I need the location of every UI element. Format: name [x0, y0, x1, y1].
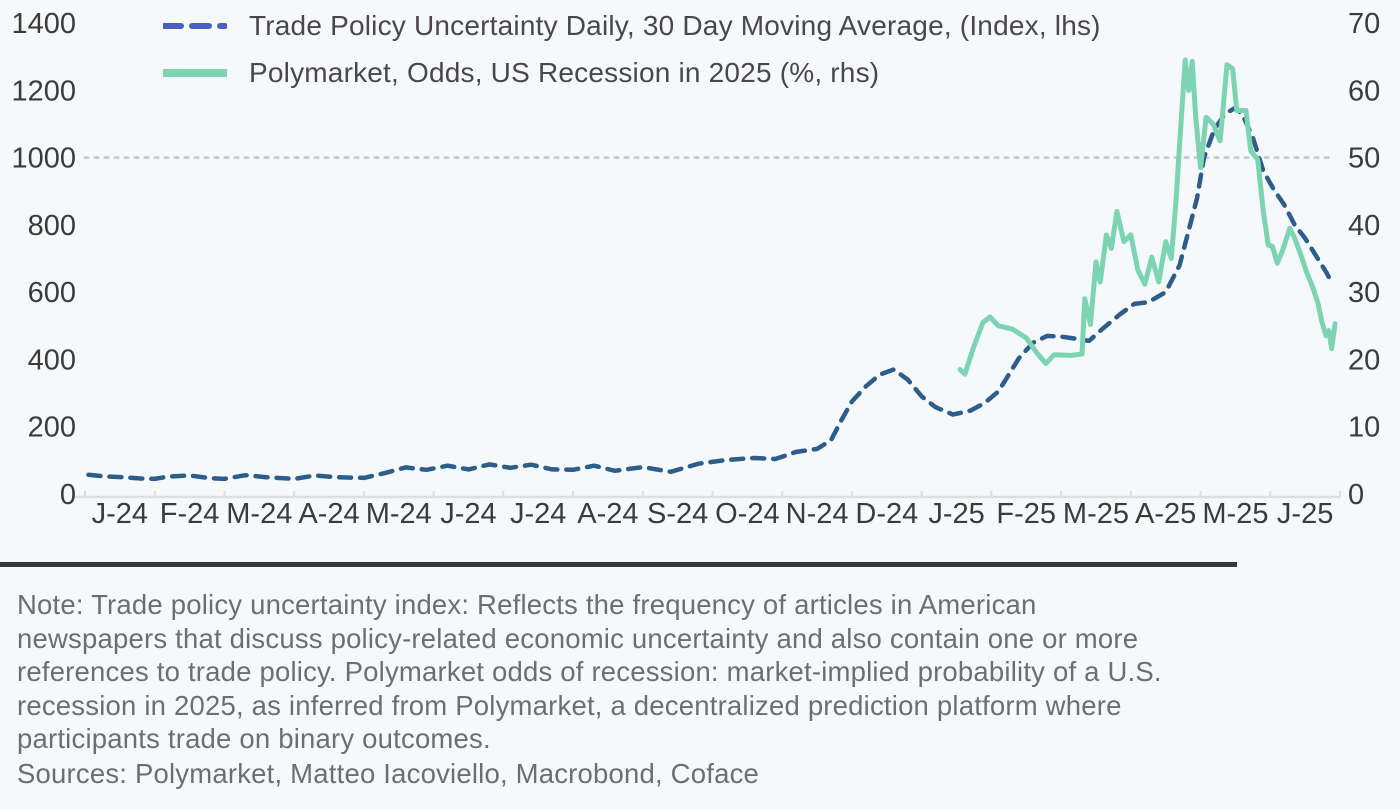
- x-axis-month-label: S-24: [647, 498, 708, 530]
- x-axis-month-label: M-24: [226, 498, 292, 530]
- tpu-series-line: [86, 105, 1336, 482]
- left-axis-tick-label: 1200: [11, 75, 76, 107]
- legend-item-polymarket: Polymarket, Odds, US Recession in 2025 (…: [163, 55, 1101, 91]
- left-axis-tick-label: 600: [28, 277, 76, 309]
- left-axis-tick-label: 200: [28, 412, 76, 444]
- right-axis-tick-label: 20: [1348, 344, 1380, 376]
- legend-label-tpu: Trade Policy Uncertainty Daily, 30 Day M…: [249, 10, 1101, 41]
- left-axis-tick-label: 1000: [11, 143, 76, 175]
- right-axis-tick-label: 40: [1348, 210, 1380, 242]
- x-axis-month-label: J-24: [440, 498, 496, 530]
- x-axis-month-label: N-24: [786, 498, 849, 530]
- legend-label-polymarket: Polymarket, Odds, US Recession in 2025 (…: [249, 57, 880, 88]
- right-axis-tick-label: 60: [1348, 75, 1380, 107]
- polymarket-series-line: [957, 57, 1338, 377]
- left-axis-tick-label: 800: [28, 210, 76, 242]
- x-axis-month-label: M-25: [1202, 498, 1268, 530]
- x-axis-month-label: J-25: [1277, 498, 1333, 530]
- x-axis-month-label: M-24: [366, 498, 432, 530]
- x-axis-month-label: F-24: [160, 498, 220, 530]
- right-axis-tick-label: 0: [1348, 479, 1364, 511]
- x-axis-month-label: A-24: [298, 498, 359, 530]
- x-axis-month-label: D-24: [855, 498, 918, 530]
- x-axis-month-label: J-25: [928, 498, 984, 530]
- x-axis-month-label: F-25: [996, 498, 1056, 530]
- right-axis-tick-label: 30: [1348, 277, 1380, 309]
- note-text: Note: Trade policy uncertainty index: Re…: [17, 589, 1162, 754]
- right-axis-tick-label: 50: [1348, 143, 1380, 175]
- left-axis-tick-label: 400: [28, 344, 76, 376]
- x-axis-month-label: O-24: [715, 498, 779, 530]
- x-axis-month-label: A-25: [1135, 498, 1196, 530]
- left-axis-tick-label: 1400: [11, 8, 76, 40]
- solid-line-swatch: [163, 69, 227, 77]
- separator-rule: [0, 562, 1237, 567]
- sources-text: Sources: Polymarket, Matteo Iacoviello, …: [17, 758, 760, 789]
- right-axis-tick-label: 10: [1348, 412, 1380, 444]
- right-axis-tick-label: 70: [1348, 8, 1380, 40]
- x-axis-month-label: J-24: [510, 498, 566, 530]
- chart-legend: Trade Policy Uncertainty Daily, 30 Day M…: [163, 8, 1101, 91]
- x-axis-month-label: A-24: [577, 498, 638, 530]
- chart-canvas: 0 200 400 600 800 1000 1200 1400 0 10 20 30 40 50 60 70…: [11, 8, 1380, 530]
- left-axis-tick-label: 0: [60, 479, 76, 511]
- legend-item-tpu: Trade Policy Uncertainty Daily, 30 Day M…: [163, 8, 1101, 44]
- dashed-line-swatch: [163, 23, 227, 29]
- x-axis-month-label: M-25: [1063, 498, 1129, 530]
- x-axis-month-label: J-24: [92, 498, 148, 530]
